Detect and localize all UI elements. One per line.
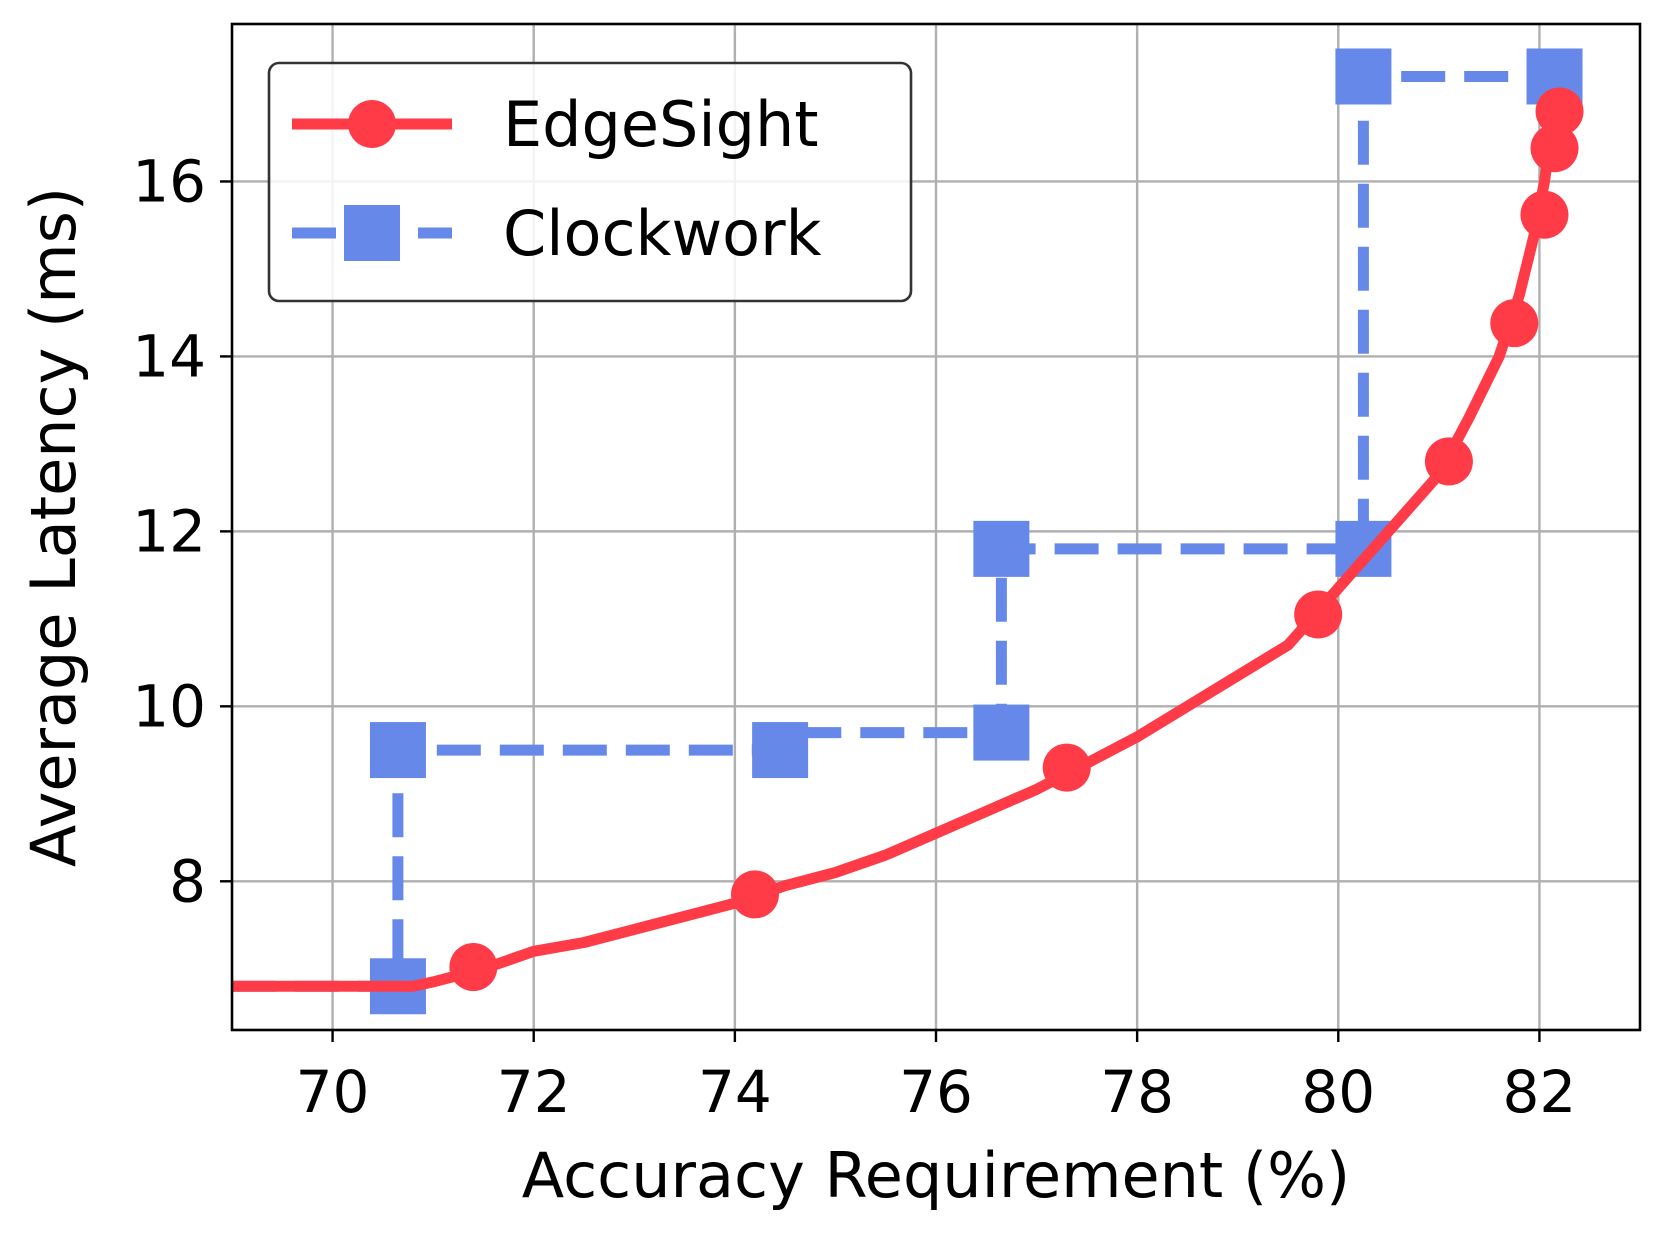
legend-label-clockwork: Clockwork (503, 197, 822, 270)
legend-entries: EdgeSight Clockwork (292, 88, 822, 270)
ticks: 70 72 74 76 78 80 82 8 10 12 14 16 (132, 147, 1576, 1126)
x-tick-label: 72 (497, 1058, 571, 1126)
legend: EdgeSight Clockwork (267, 61, 913, 303)
edgesight-marker (1490, 299, 1539, 348)
edgesight-marker (1294, 590, 1343, 639)
legend-marker-edgesight (348, 100, 396, 148)
x-tick-label: 78 (1100, 1058, 1174, 1126)
series-layer (232, 48, 1584, 1015)
y-axis-title: Average Latency (ms) (17, 187, 90, 867)
x-axis-title: Accuracy Requirement (%) (522, 1139, 1351, 1212)
clockwork-marker (973, 520, 1030, 577)
legend-entry-clockwork: Clockwork (292, 197, 822, 270)
legend-label-edgesight: EdgeSight (503, 88, 819, 161)
edgesight-marker (1530, 124, 1579, 173)
y-tick-label: 16 (132, 147, 206, 215)
edgesight-marker (1042, 743, 1091, 792)
edgesight-marker (730, 870, 779, 919)
edgesight-marker (449, 943, 498, 992)
clockwork-line (232, 71, 1555, 992)
x-tick-label: 82 (1503, 1058, 1577, 1126)
clockwork-marker (369, 722, 426, 779)
series-edgesight (232, 87, 1584, 992)
legend-marker-clockwork (344, 205, 400, 261)
x-tick-label: 74 (698, 1058, 772, 1126)
clockwork-marker (1335, 520, 1392, 577)
clockwork-marker (973, 704, 1030, 761)
y-tick-label: 12 (132, 497, 206, 565)
clockwork-marker (1335, 48, 1392, 105)
y-tick-label: 8 (169, 847, 206, 915)
y-tick-label: 14 (132, 322, 206, 390)
x-tick-label: 76 (899, 1058, 973, 1126)
clockwork-marker (752, 722, 809, 779)
x-tick-label: 80 (1301, 1058, 1375, 1126)
x-tick-label: 70 (296, 1058, 370, 1126)
edgesight-marker (1520, 190, 1569, 239)
edgesight-marker (1535, 87, 1584, 136)
y-tick-label: 10 (132, 672, 206, 740)
edgesight-marker (1424, 437, 1473, 486)
legend-entry-edgesight: EdgeSight (292, 88, 819, 161)
